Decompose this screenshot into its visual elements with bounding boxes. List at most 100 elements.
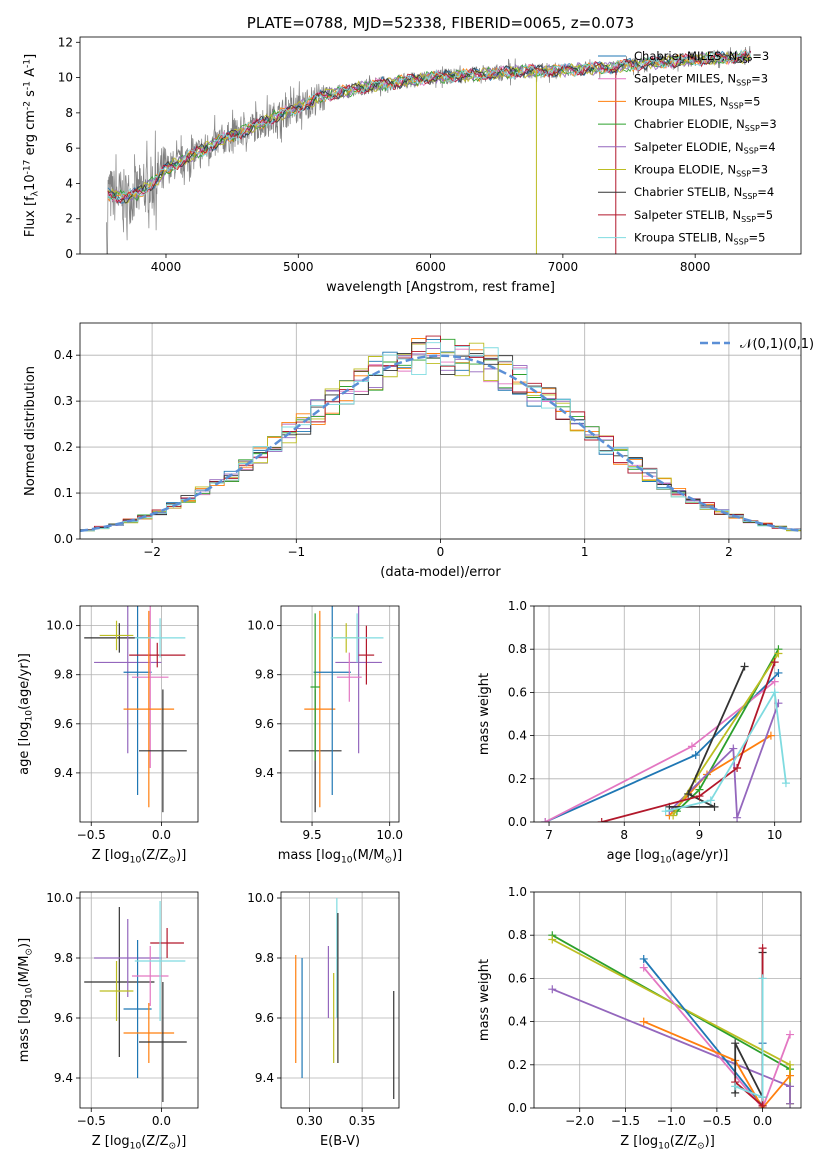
x-tick-label: 2 (725, 545, 733, 559)
model-line-7 (107, 49, 752, 204)
series-marker-5 (774, 649, 783, 658)
series-line-6 (669, 666, 746, 808)
legend-label-2: Kroupa MILES, NSSP=5 (634, 94, 760, 110)
panel-mass-vs-Z: −0.5 0.0 9.4 9.6 9.8 10.0 Z [log10(Z/Z⊙)] mass … (17, 891, 199, 1151)
series-marker-1 (770, 677, 779, 686)
x-tick-label: −0.5 (77, 828, 106, 842)
y-tick-label: 9.8 (54, 668, 73, 682)
plot-area (80, 335, 801, 533)
plot-frame (533, 891, 802, 1109)
plot-area (548, 931, 795, 1108)
y-tick-label: 0.4 (508, 1015, 527, 1029)
series-marker-7 (695, 792, 704, 801)
series-marker-7 (758, 1101, 767, 1108)
series-marker-5 (639, 1017, 648, 1026)
x-tick-label: 4000 (151, 260, 182, 274)
plot-area (295, 898, 395, 1099)
y-axis-label: mass weight (477, 959, 492, 1041)
y-tick-label: 0.4 (508, 729, 527, 743)
legend-label-3: Chabrier ELODIE, NSSP=3 (634, 117, 777, 133)
y-tick-label: 9.6 (255, 717, 274, 731)
chart-title: PLATE=0788, MJD=52338, FIBERID=0065, z=0… (247, 14, 634, 32)
x-axis-label: Z [log10(Z/Z⊙)] (92, 848, 187, 865)
legend-label-0: Chabrier MILES, NSSP=3 (634, 49, 769, 65)
y-tick-label: 8 (65, 106, 73, 120)
series-marker-8 (706, 796, 715, 805)
x-tick-label: −1 (287, 545, 305, 559)
x-tick-label: −2 (143, 545, 161, 559)
series-marker-5 (669, 811, 678, 820)
plot-frame (79, 605, 199, 823)
series-marker-6 (684, 789, 693, 798)
legend-label-8: Kroupa STELIB, NSSP=5 (634, 231, 765, 247)
y-tick-label: 0.1 (54, 486, 73, 500)
legend-label-1: Salpeter MILES, NSSP=3 (634, 72, 768, 88)
plot-frame (79, 322, 802, 540)
y-tick-label: 0.4 (54, 348, 73, 362)
grid (80, 892, 198, 1108)
normal-curve (80, 354, 801, 533)
x-axis-label: (data-model)/error (380, 565, 501, 580)
panel-spectrum: 4000 5000 6000 7000 8000 0 2 4 6 8 10 12 PLATE=0788,… (23, 14, 802, 295)
y-tick-label: 9.8 (54, 951, 73, 965)
plot-area (106, 45, 752, 254)
plot-frame (79, 36, 802, 255)
x-axis-label: Z [log10(Z/Z⊙)] (620, 1134, 715, 1151)
y-tick-label: 9.8 (255, 668, 274, 682)
x-axis-label: mass [log10(M/M⊙)] (278, 848, 402, 865)
y-tick-label: 0 (65, 247, 73, 261)
x-tick-label: 0.0 (152, 1114, 171, 1128)
y-tick-label: 0.2 (54, 440, 73, 454)
series-marker-1 (548, 935, 557, 944)
x-tick-label: 5000 (283, 260, 314, 274)
y-tick-label: 1.0 (508, 885, 527, 899)
series-marker-8 (781, 779, 790, 788)
series-marker-6 (731, 1039, 740, 1048)
y-tick-label: 10.0 (46, 619, 73, 633)
x-tick-label: −0.5 (77, 1114, 106, 1128)
series-marker-7 (758, 944, 767, 953)
x-tick-label: 0.30 (296, 1114, 323, 1128)
x-tick-label: −1.0 (657, 1114, 686, 1128)
x-axis-label: Z [log10(Z/Z⊙)] (92, 1134, 187, 1151)
series-marker-2 (786, 1082, 795, 1091)
series-marker-1 (786, 1060, 795, 1069)
y-tick-label: 9.4 (54, 766, 73, 780)
x-tick-label: 10.0 (376, 828, 403, 842)
y-axis-label: mass weight (477, 673, 492, 755)
x-tick-label: 8 (620, 828, 628, 842)
x-tick-label: 1 (581, 545, 589, 559)
plot-frame (280, 605, 400, 823)
panel-age-vs-mass: 9.5 10.0 9.4 9.6 9.8 10.0 mass [log10(M/M⊙)] (247, 605, 403, 865)
x-tick-label: −1.5 (611, 1114, 640, 1128)
y-tick-label: 0.3 (54, 394, 73, 408)
series-line-6 (734, 952, 764, 1098)
series-marker-6 (740, 662, 749, 671)
y-tick-label: 0.2 (508, 772, 527, 786)
x-tick-label: −0.5 (702, 1114, 731, 1128)
series-marker-6 (710, 802, 719, 811)
y-tick-label: 10.0 (46, 891, 73, 905)
x-tick-label: 0 (437, 545, 445, 559)
series-line-4 (668, 702, 780, 819)
series-marker-4 (733, 813, 742, 822)
y-tick-label: 10.0 (247, 619, 274, 633)
x-tick-label: 7 (545, 828, 553, 842)
y-tick-label: 9.8 (255, 951, 274, 965)
series-line-7 (734, 948, 764, 1108)
panel-age-vs-Z: −0.5 0.0 9.4 9.6 9.8 10.0 Z [log10(Z/Z⊙)] age [… (17, 605, 199, 865)
plot-frame (533, 605, 802, 823)
legend-label: 𝒩(0,1)(0,1) (740, 337, 814, 352)
x-tick-label: 0.35 (349, 1114, 376, 1128)
y-tick-label: 0.8 (508, 928, 527, 942)
series-marker-7 (770, 658, 779, 667)
y-axis-label: age [log10(age/yr)] (17, 653, 34, 775)
x-axis-label: age [log10(age/yr)] (607, 848, 729, 865)
y-tick-label: 0.0 (508, 1101, 527, 1115)
series-marker-4 (729, 744, 738, 753)
series-marker-7 (733, 764, 742, 772)
series-marker-2 (786, 1099, 795, 1108)
series-marker-0 (691, 751, 700, 760)
x-axis-label: wavelength [Angstrom, rest frame] (326, 280, 555, 295)
